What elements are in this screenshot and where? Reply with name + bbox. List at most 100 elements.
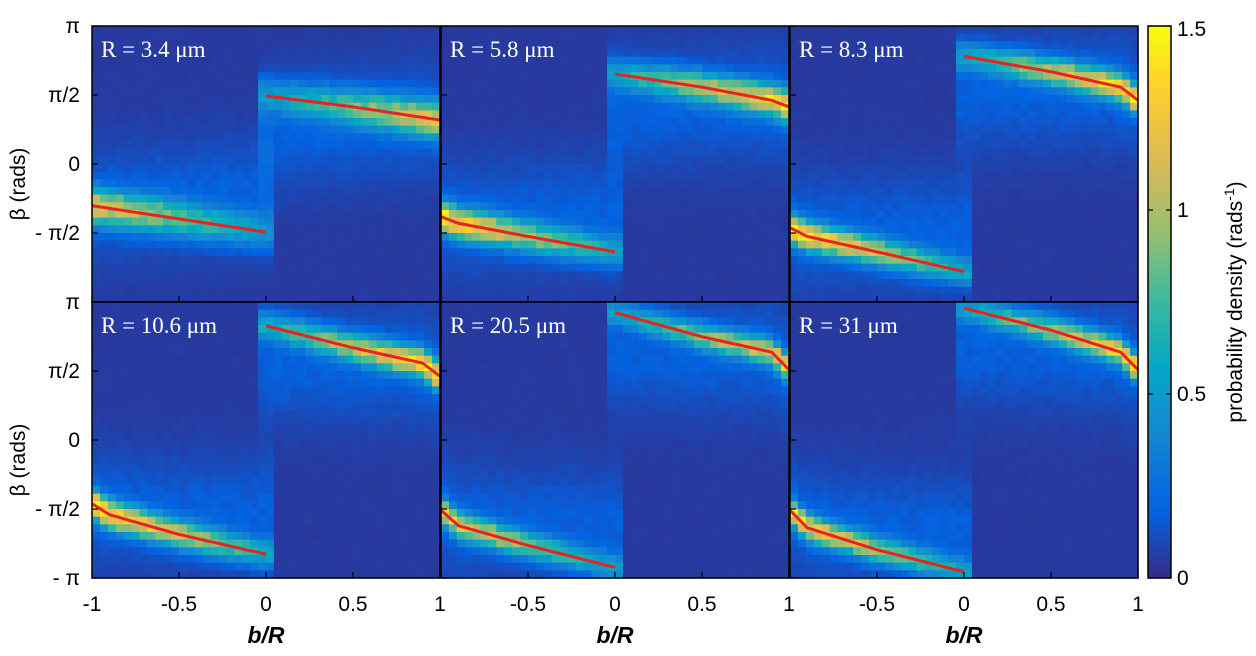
heatmap-cell [99,263,109,272]
heatmap-cell [654,271,664,280]
heatmap-cell [908,41,918,50]
heatmap-cell [622,95,632,104]
heatmap-cell [790,41,799,50]
heatmap-cell [551,56,561,65]
heatmap-cell [686,110,695,119]
heatmap-cell [186,41,196,50]
heatmap-cell [948,49,957,58]
heatmap-cell [575,141,584,150]
heatmap-cell [1122,194,1131,203]
heatmap-cell [226,202,235,211]
heatmap-cell [694,279,703,288]
heatmap-cell [368,210,378,219]
heatmap-cell [313,56,322,65]
heatmap-cell [829,49,839,58]
heatmap-cell [464,286,474,295]
heatmap-cell [686,271,695,280]
heatmap-cell [305,202,315,211]
heatmap-cell [424,294,433,303]
heatmap-cell [226,179,235,188]
heatmap-cell [884,256,894,265]
heatmap-cell [892,294,902,303]
heatmap-cell [741,194,751,203]
heatmap-cell [900,133,910,142]
heatmap-cell [908,125,918,134]
heatmap-cell [709,118,719,127]
heatmap-cell [194,202,204,211]
heatmap-cell [210,187,220,196]
heatmap-cell [353,263,362,272]
heatmap-cell [559,110,569,119]
heatmap-cell [1066,240,1076,249]
heatmap-cell [964,33,973,42]
heatmap-cell [979,95,989,104]
heatmap-cell [432,171,441,180]
heatmap-cell [258,256,267,265]
heatmap-cell [210,279,220,288]
heatmap-cell [813,171,823,180]
heatmap-cell [599,156,608,165]
heatmap-cell [686,248,695,257]
heatmap-cell [654,225,664,234]
heatmap-cell [448,256,458,265]
heatmap-cell [924,233,933,242]
heatmap-cell [948,256,957,265]
heatmap-cell [979,26,989,35]
heatmap-cell [821,187,831,196]
heatmap-cell [1003,33,1013,42]
heatmap-cell [520,141,529,150]
heatmap-cell [107,401,117,410]
heatmap-cell [218,87,228,96]
heatmap-cell [313,202,322,211]
heatmap-cell [194,240,204,249]
heatmap-cell [123,87,133,96]
heatmap-cell [368,179,378,188]
heatmap-cell [408,279,417,288]
heatmap-cell [948,110,957,119]
heatmap-cell [654,56,664,65]
heatmap-cell [1011,279,1020,288]
heatmap-cell [757,233,766,242]
heatmap-cell [654,110,664,119]
heatmap-cell [1066,171,1076,180]
heatmap-cell [853,110,862,119]
heatmap-cell [179,41,188,50]
heatmap-cell [932,202,941,211]
heatmap-cell [99,409,109,418]
heatmap-cell [408,194,417,203]
heatmap-cell [408,133,417,142]
heatmap-cell [528,33,537,42]
heatmap-cell [1035,248,1044,257]
heatmap-cell [504,49,513,58]
heatmap-cell [1058,271,1068,280]
heatmap-cell [781,179,790,188]
heatmap-cell [528,294,537,303]
heatmap-cell [781,141,790,150]
heatmap-cell [99,141,109,150]
heatmap-cell [504,286,513,295]
heatmap-cell [424,271,433,280]
heatmap-cell [480,148,490,157]
heatmap-cell [686,233,695,242]
heatmap-cell [155,87,164,96]
heatmap-cell [1122,233,1131,242]
heatmap-cell [583,118,592,127]
heatmap-cell [1011,194,1020,203]
heatmap-cell [662,79,671,88]
heatmap-cell [805,263,815,272]
heatmap-cell [329,210,338,219]
heatmap-cell [163,95,172,104]
heatmap-cell [670,87,679,96]
heatmap-cell [1074,72,1084,81]
heatmap-cell [297,240,307,249]
heatmap-cell [1090,79,1100,88]
heatmap-cell [678,49,687,58]
heatmap-cell [226,125,235,134]
heatmap-cell [702,102,711,111]
heatmap-cell [512,225,521,234]
heatmap-cell [384,279,394,288]
heatmap-cell [99,102,109,111]
heatmap-cell [551,26,561,35]
heatmap-cell [964,210,973,219]
heatmap-cell [749,279,758,288]
